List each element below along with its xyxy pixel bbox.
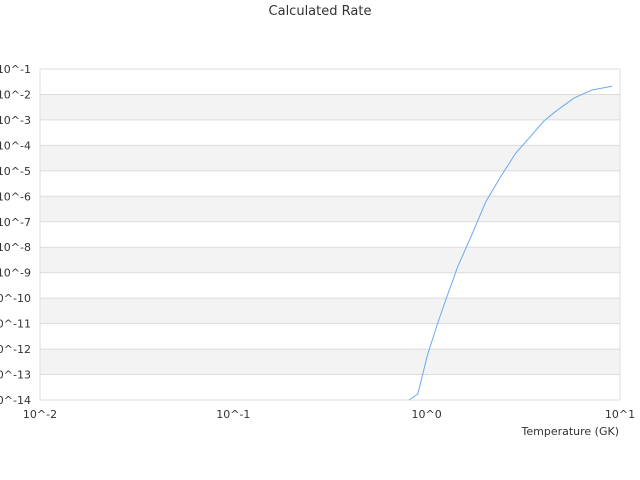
x-tick-label: 10^0 — [412, 408, 442, 421]
y-tick-label: 10^-5 — [0, 165, 31, 178]
x-axis-label: Temperature (GK) — [521, 425, 620, 438]
y-tick-label: 10^-3 — [0, 114, 31, 127]
grid-band — [40, 349, 620, 375]
y-tick-label: 10^-8 — [0, 241, 31, 254]
series-line — [408, 85, 613, 401]
y-tick-label: 10^-1 — [0, 63, 31, 76]
y-tick-label: 10^-13 — [0, 369, 31, 382]
grid-band — [40, 247, 620, 273]
y-tick-label: 10^-2 — [0, 88, 31, 101]
grid-band — [40, 145, 620, 171]
grid-band — [40, 298, 620, 324]
grid-band — [40, 94, 620, 120]
y-tick-label: 10^-10 — [0, 292, 31, 305]
y-tick-label: 10^-6 — [0, 190, 31, 203]
chart-title: Calculated Rate — [268, 4, 372, 19]
y-tick-label: 10^-7 — [0, 216, 31, 229]
y-tick-label: 10^-12 — [0, 343, 31, 356]
x-tick-label: 10^-2 — [23, 408, 57, 421]
x-tick-label: 10^1 — [605, 408, 635, 421]
y-tick-label: 10^-11 — [0, 318, 31, 331]
y-tick-label: 10^-14 — [0, 394, 31, 407]
y-tick-label: 10^-9 — [0, 267, 31, 280]
x-tick-label: 10^-1 — [216, 408, 250, 421]
y-tick-label: 10^-4 — [0, 139, 31, 152]
grid-band — [40, 196, 620, 222]
